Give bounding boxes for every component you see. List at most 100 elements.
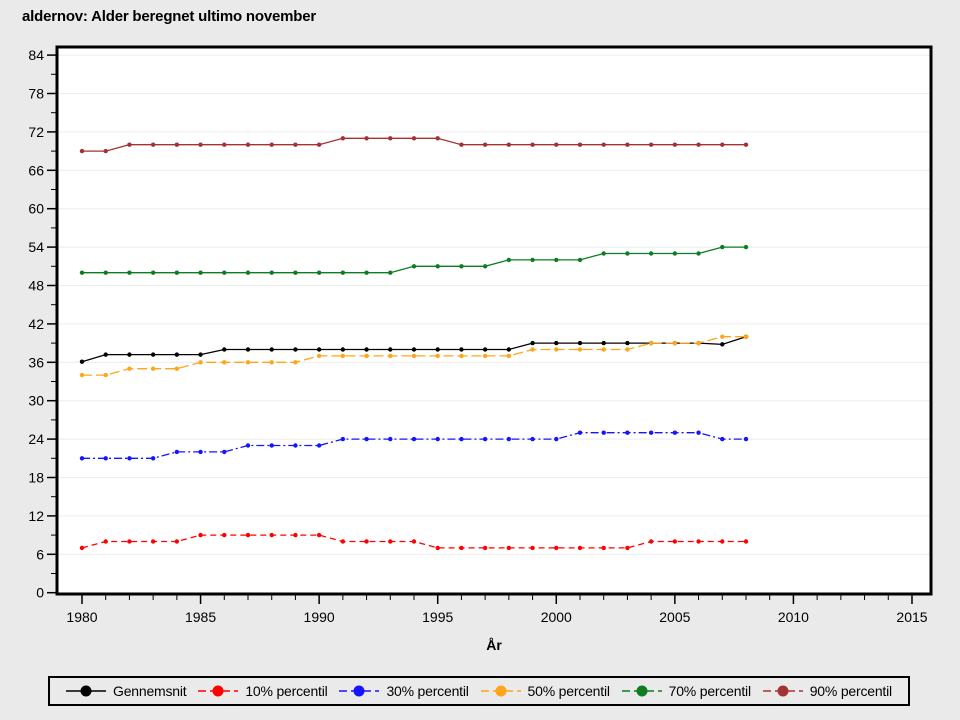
data-point: [459, 142, 464, 147]
data-point: [411, 264, 417, 269]
data-point: [648, 430, 654, 435]
data-point: [316, 353, 322, 359]
data-point: [435, 347, 440, 352]
data-point: [601, 340, 606, 346]
data-point: [364, 353, 369, 359]
data-point: [411, 136, 417, 141]
data-point: [459, 436, 464, 442]
data-point: [506, 347, 512, 352]
data-point: [530, 142, 535, 147]
data-point: [577, 430, 583, 435]
y-tick-label: 30: [28, 393, 44, 409]
data-point: [293, 270, 298, 275]
y-tick-label: 6: [36, 546, 44, 562]
data-point: [293, 142, 298, 147]
data-point: [625, 340, 630, 346]
data-point: [482, 545, 488, 551]
data-point: [411, 353, 417, 359]
data-point: [198, 532, 203, 538]
data-point: [340, 347, 346, 352]
chart-plot: 0 6 12 18 24 30 36 42 48 54 60 66 72 78 84 1980 1985 1990…: [28, 45, 933, 625]
data-point: [103, 148, 108, 154]
data-point: [245, 270, 251, 275]
data-point: [364, 347, 369, 352]
data-point: [316, 347, 322, 352]
data-point: [530, 347, 535, 352]
data-point: [293, 443, 298, 448]
data-point: [601, 430, 606, 435]
data-point: [316, 532, 322, 538]
data-point: [103, 352, 108, 357]
legend-marker-icon: [339, 685, 380, 697]
data-point: [577, 545, 583, 551]
x-tick-label: 2005: [659, 609, 690, 625]
data-point: [459, 264, 464, 269]
data-point: [316, 142, 322, 147]
data-point: [174, 142, 180, 147]
data-point: [435, 136, 440, 141]
y-tick-label: 78: [28, 86, 44, 102]
data-point: [198, 360, 203, 365]
data-point: [269, 142, 274, 147]
data-point: [506, 257, 512, 263]
data-point: [648, 142, 654, 147]
data-point: [506, 545, 512, 551]
data-point: [150, 352, 156, 357]
data-point: [506, 353, 512, 359]
x-tick-label: 1985: [185, 609, 216, 625]
data-point: [506, 142, 512, 147]
data-point: [435, 264, 440, 269]
data-point: [222, 142, 227, 147]
data-point: [245, 360, 251, 365]
data-point: [127, 456, 132, 461]
data-point: [269, 270, 274, 275]
data-point: [364, 436, 369, 442]
y-tick-label: 18: [28, 470, 44, 486]
x-tick-label: 2000: [541, 609, 572, 625]
legend-label: 70% percentil: [668, 683, 751, 699]
data-point: [127, 539, 132, 544]
data-point: [720, 342, 725, 347]
y-tick-label: 36: [28, 354, 44, 370]
chart-title: aldernov: Alder beregnet ultimo november: [22, 8, 316, 25]
legend-entry-10-percentil: 10% percentil: [198, 683, 328, 699]
data-point: [554, 340, 559, 346]
data-point: [743, 334, 749, 339]
data-point: [198, 270, 203, 275]
legend-entry-50-percentil: 50% percentil: [480, 683, 610, 699]
data-point: [127, 352, 132, 357]
data-point: [743, 539, 749, 544]
data-point: [720, 142, 725, 147]
y-tick-label: 42: [28, 316, 44, 332]
data-point: [696, 251, 701, 256]
data-point: [340, 436, 346, 442]
data-point: [506, 436, 512, 442]
data-point: [720, 436, 725, 442]
data-point: [103, 539, 108, 544]
legend-entry-30-percentil: 30% percentil: [339, 683, 469, 699]
data-point: [530, 340, 535, 346]
data-point: [79, 372, 85, 378]
data-point: [482, 264, 488, 269]
x-tick-label: 1995: [422, 609, 453, 625]
legend-label: Gennemsnit: [113, 683, 187, 699]
data-point: [530, 436, 535, 442]
data-point: [198, 352, 203, 357]
data-point: [364, 270, 369, 275]
data-point: [127, 142, 132, 147]
data-point: [222, 360, 227, 365]
data-point: [316, 443, 322, 448]
data-point: [103, 372, 108, 378]
data-point: [222, 347, 227, 352]
legend-entry-70-percentil: 70% percentil: [621, 683, 751, 699]
data-point: [696, 430, 701, 435]
data-point: [720, 539, 725, 544]
data-point: [388, 136, 393, 141]
data-point: [435, 545, 440, 551]
data-point: [554, 347, 559, 352]
data-point: [743, 436, 749, 442]
data-point: [174, 270, 180, 275]
legend-marker-icon: [480, 685, 521, 697]
data-point: [127, 366, 132, 371]
data-point: [388, 270, 393, 275]
